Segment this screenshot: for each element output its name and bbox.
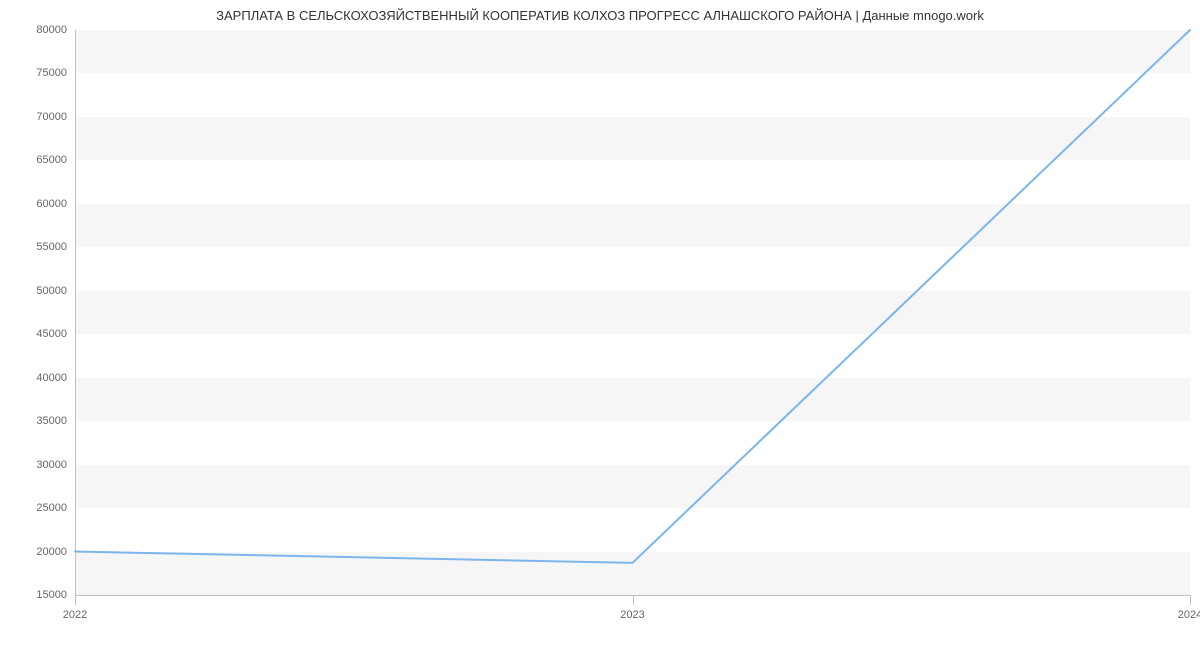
x-tick-label: 2022 — [63, 609, 87, 621]
y-tick-label: 70000 — [7, 111, 67, 123]
chart-title: ЗАРПЛАТА В СЕЛЬСКОХОЗЯЙСТВЕННЫЙ КООПЕРАТ… — [0, 8, 1200, 23]
x-tick-mark — [633, 595, 634, 605]
y-tick-label: 50000 — [7, 285, 67, 297]
y-tick-label: 80000 — [7, 24, 67, 36]
salary-line-chart: ЗАРПЛАТА В СЕЛЬСКОХОЗЯЙСТВЕННЫЙ КООПЕРАТ… — [0, 0, 1200, 650]
y-tick-label: 75000 — [7, 67, 67, 79]
y-tick-label: 60000 — [7, 198, 67, 210]
y-tick-label: 55000 — [7, 241, 67, 253]
y-tick-label: 25000 — [7, 502, 67, 514]
y-tick-label: 40000 — [7, 372, 67, 384]
y-tick-label: 20000 — [7, 546, 67, 558]
x-tick-label: 2023 — [620, 609, 644, 621]
y-tick-label: 30000 — [7, 459, 67, 471]
y-tick-label: 45000 — [7, 328, 67, 340]
series-line — [75, 30, 1190, 595]
y-tick-label: 35000 — [7, 415, 67, 427]
y-tick-label: 65000 — [7, 154, 67, 166]
y-tick-label: 15000 — [7, 589, 67, 601]
plot-area — [75, 30, 1190, 595]
x-tick-label: 2024 — [1178, 609, 1200, 621]
x-tick-mark — [75, 595, 76, 605]
x-tick-mark — [1190, 595, 1191, 605]
